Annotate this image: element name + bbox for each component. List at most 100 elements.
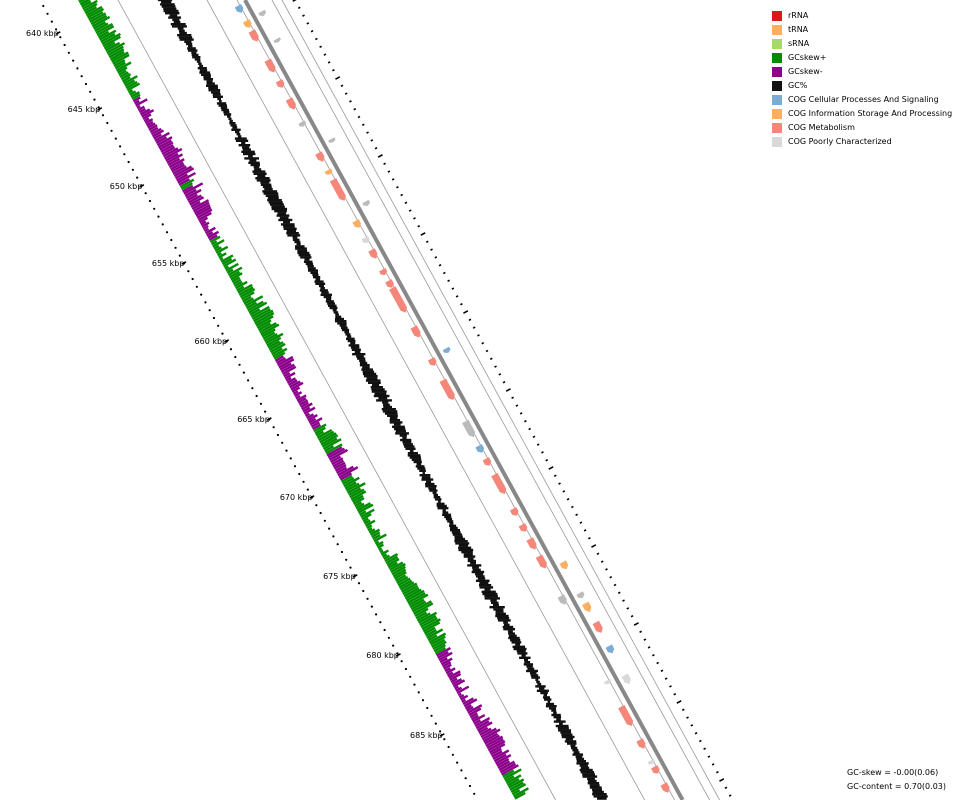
outer-tick	[302, 14, 305, 17]
gc-skew-bar	[268, 341, 284, 351]
genome-backbone	[243, 0, 685, 800]
gene-feature	[389, 286, 407, 313]
gc-skew-bar	[279, 362, 292, 371]
ruler-minor-tick	[451, 753, 454, 756]
gc-skew-bar	[78, 0, 86, 4]
gc-skew-bar	[326, 446, 343, 457]
gene-feature	[660, 782, 670, 793]
gene-feature	[385, 279, 394, 288]
gene-feature-track	[234, 4, 670, 793]
gc-skew-bar	[456, 685, 470, 695]
gc-skew-bar	[284, 371, 296, 380]
gc-skew-bar	[82, 0, 98, 10]
track-guide-line	[206, 0, 645, 800]
ruler-major-tick	[97, 107, 103, 111]
gene-feature	[475, 444, 485, 453]
ruler-minor-tick	[208, 309, 211, 312]
gc-skew-bar	[369, 528, 381, 536]
gc-skew-bar	[155, 136, 168, 145]
ruler-label: 685 kbp	[410, 731, 443, 740]
ruler-minor-tick	[97, 106, 100, 109]
legend-swatch	[772, 109, 782, 119]
gc-skew-bar	[464, 704, 472, 710]
ruler-minor-tick	[191, 277, 194, 281]
gc-skew-bar	[348, 487, 362, 497]
gc-skew-bar	[470, 714, 479, 721]
gc-skew-bar	[115, 61, 132, 72]
ruler-minor-tick	[298, 472, 301, 476]
gc-skew-bar	[310, 421, 320, 428]
outer-tick	[498, 373, 502, 376]
gc-skew-bar	[427, 634, 438, 642]
ruler-minor-tick	[315, 504, 318, 507]
gc-skew-bar	[297, 397, 307, 404]
track-guide-lines	[117, 0, 720, 800]
gc-skew-bar	[127, 89, 134, 94]
legend-item-gcskew-pos: GCskew+	[772, 51, 952, 65]
gc-skew-bar	[387, 561, 398, 569]
gc-skew-bar	[487, 740, 506, 752]
gc-skew-bar	[257, 322, 272, 332]
gc-skew-bar	[87, 7, 105, 19]
outer-tick	[711, 763, 715, 766]
ruler-minor-tick	[272, 426, 275, 429]
outer-tick	[425, 240, 429, 244]
gc-skew-bar	[243, 297, 254, 305]
ruler-minor-tick	[340, 550, 344, 554]
gene-feature	[651, 765, 660, 774]
gc-skew-bar	[221, 257, 233, 266]
gc-skew-bar	[129, 90, 137, 96]
outer-tick	[613, 583, 617, 587]
gc-skew-bar	[176, 173, 188, 182]
outer-tick	[344, 92, 348, 95]
outer-tick	[515, 404, 519, 407]
gc-skew-bar	[223, 258, 237, 268]
gc-skew-bar	[499, 762, 517, 774]
gene-feature	[275, 79, 285, 88]
gc-skew-bar	[446, 671, 454, 677]
gc-skew-bar	[495, 754, 512, 765]
gc-skew-bar	[125, 80, 138, 90]
gc-skew-bar	[112, 53, 130, 65]
gc-skew-bar	[183, 182, 204, 195]
gene-feature	[352, 219, 361, 228]
gene-feature	[234, 4, 244, 13]
gc-skew-bar	[285, 376, 292, 382]
ruler-minor-tick	[413, 683, 416, 686]
gc-skew-bar	[213, 244, 220, 250]
gc-skew-bar	[312, 423, 321, 431]
legend-item-cog-cellular: COG Cellular Processes And Signaling	[772, 93, 952, 107]
gc-skew-bar	[167, 157, 181, 167]
outer-tick	[511, 396, 514, 400]
gc-skew-bar	[301, 402, 313, 411]
gc-skew-bar	[130, 91, 141, 98]
gc-skew-bar	[492, 749, 510, 761]
gc-skew-bar	[111, 51, 129, 63]
ruler-major-tick	[395, 653, 401, 657]
track-guide-line	[281, 0, 720, 800]
gc-skew-bar	[238, 286, 254, 296]
outer-tick	[553, 474, 557, 478]
gc-skew-bar	[262, 331, 276, 340]
gc-skew-bar	[481, 728, 501, 741]
gc-skew-bar	[337, 465, 354, 477]
outer-tick	[575, 513, 578, 517]
outer-tick	[438, 263, 442, 267]
gc-skew-bar	[421, 618, 441, 631]
gc-skew-bar	[177, 171, 196, 184]
gc-skew-bar	[211, 240, 218, 246]
gc-skew-bar	[298, 399, 309, 406]
outer-tick	[583, 529, 587, 532]
outer-tick	[633, 622, 639, 626]
gc-skew-bar	[345, 482, 360, 492]
legend-item-cog-information: COG Information Storage And Processing	[772, 107, 952, 121]
ruler-minor-tick	[80, 75, 83, 78]
outer-tick	[639, 630, 642, 634]
gc-skew-bar	[385, 555, 399, 565]
gc-skew-bar	[150, 127, 162, 136]
outer-tick	[562, 490, 566, 493]
gc-skew-bar	[161, 146, 176, 156]
gene-feature	[328, 137, 336, 143]
ruler-minor-tick	[131, 168, 134, 171]
